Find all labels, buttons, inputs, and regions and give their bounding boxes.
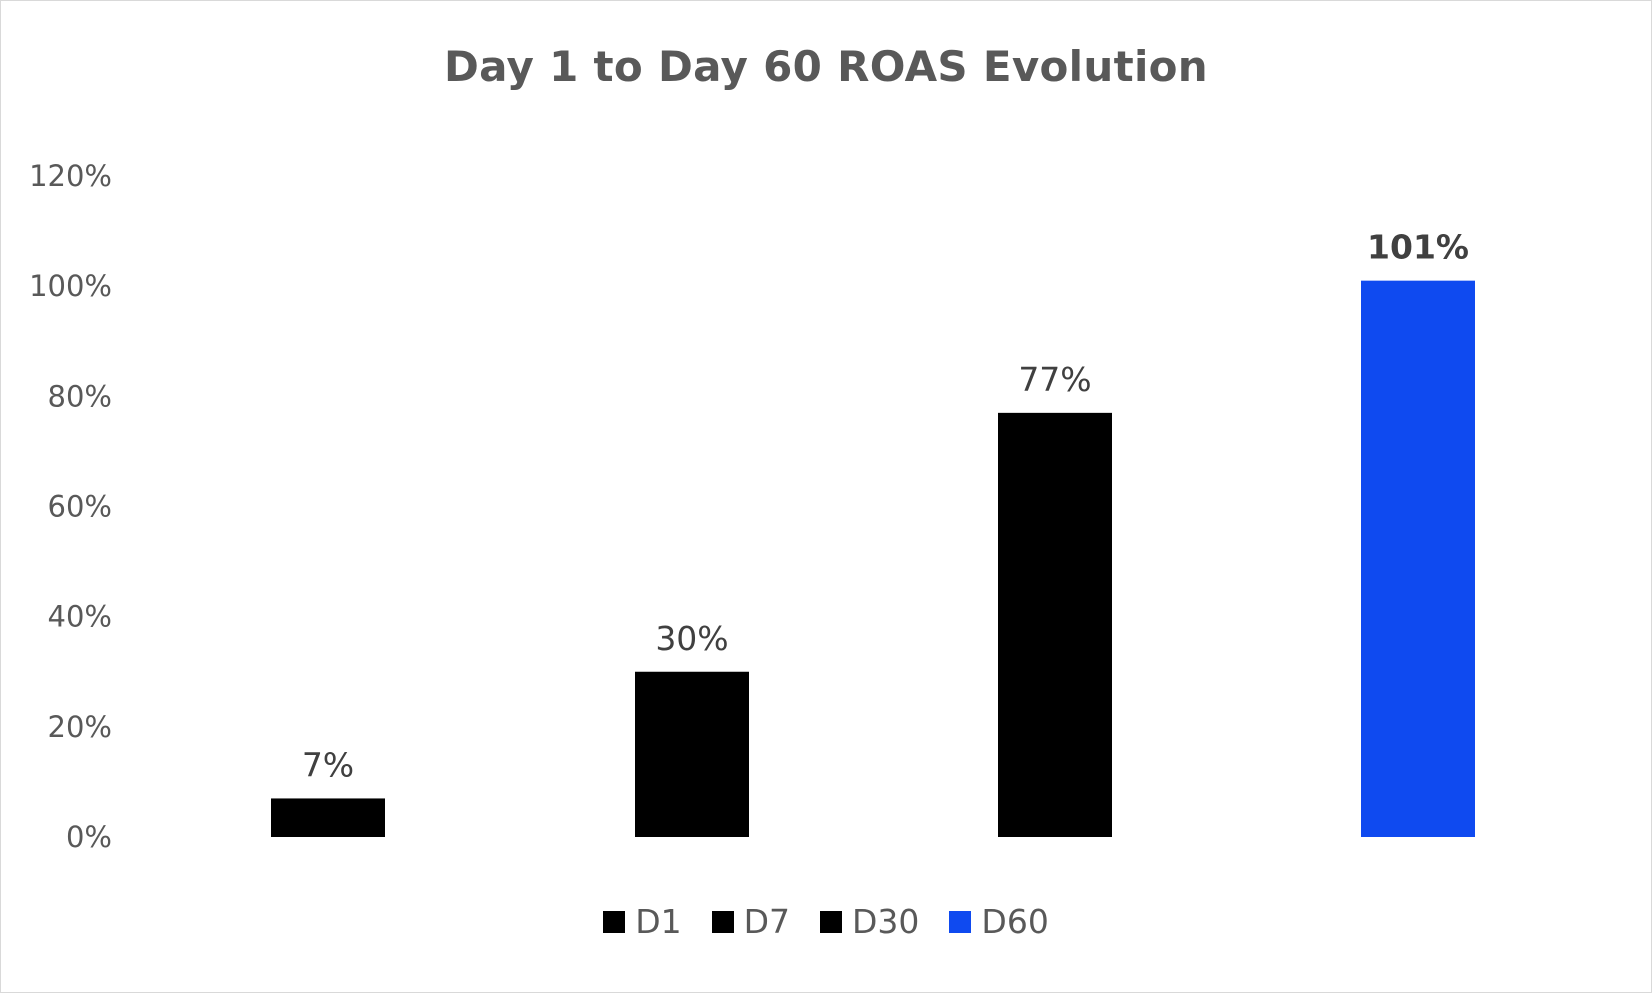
- legend-label: D7: [743, 902, 790, 941]
- legend-swatch: [711, 910, 734, 933]
- legend-label: D1: [635, 902, 682, 941]
- bars: [271, 280, 1475, 837]
- legend-swatch: [603, 910, 626, 933]
- data-labels: 7% 30% 77% 101%: [302, 228, 1469, 785]
- y-tick-label: 20%: [48, 710, 112, 744]
- bar-d60: [1361, 280, 1475, 837]
- legend-swatch: [949, 910, 972, 933]
- y-tick-label: 100%: [29, 269, 112, 303]
- data-label-d1: 7%: [302, 745, 354, 784]
- legend-swatch: [820, 910, 842, 933]
- legend: D1 D7 D30 D60: [0, 902, 1652, 941]
- bar-d1: [271, 798, 385, 837]
- legend-item-d60: D60: [949, 902, 1049, 941]
- data-label-d7: 30%: [655, 619, 728, 658]
- data-label-d60: 101%: [1367, 228, 1469, 267]
- y-tick-label: 120%: [29, 159, 112, 193]
- y-tick-label: 80%: [48, 379, 112, 413]
- y-tick-label: 40%: [48, 600, 112, 634]
- y-tick-label: 60%: [48, 490, 112, 524]
- bar-d7: [635, 671, 749, 837]
- chart-title: Day 1 to Day 60 ROAS Evolution: [443, 42, 1209, 91]
- y-tick-label: 0%: [66, 820, 112, 854]
- bar-d30: [998, 412, 1112, 837]
- legend-item-d30: D30: [820, 902, 919, 941]
- legend-label: D30: [852, 902, 920, 941]
- y-axis: 0% 20% 40% 60% 80% 100% 120%: [29, 159, 112, 854]
- legend-item-d7: D7: [711, 902, 790, 941]
- legend-label: D60: [981, 902, 1049, 941]
- legend-item-d1: D1: [603, 902, 682, 941]
- data-label-d30: 77%: [1018, 360, 1091, 399]
